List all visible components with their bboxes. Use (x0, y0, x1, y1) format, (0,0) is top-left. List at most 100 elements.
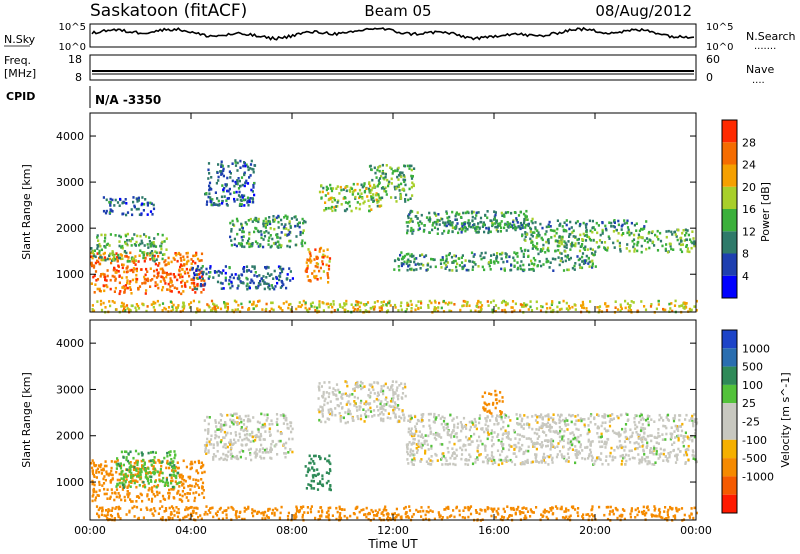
scatter-cell (388, 180, 391, 184)
scatter-cell (249, 174, 252, 177)
scatter-cell (243, 161, 246, 164)
scatter-cell (410, 185, 413, 189)
scatter-cell (243, 173, 246, 177)
scatter-cell (135, 309, 138, 312)
scatter-cell (556, 239, 559, 243)
scatter-cell (572, 437, 575, 441)
scatter-cell (279, 432, 283, 436)
scatter-cell (244, 164, 247, 168)
scatter-cell (135, 303, 138, 306)
scatter-cell (633, 242, 636, 246)
scatter-cell (135, 267, 138, 271)
scatter-cell (276, 423, 279, 426)
scatter-cell (148, 239, 151, 243)
scatter-cell (106, 285, 109, 289)
scatter-cell (242, 450, 245, 453)
scatter-cell (501, 251, 504, 255)
scatter-cell (531, 443, 535, 446)
scatter-cell (613, 221, 616, 224)
scatter-cell (289, 224, 292, 228)
scatter-cell (538, 260, 541, 263)
scatter-cell (679, 425, 682, 428)
scatter-cell (96, 247, 99, 250)
scatter-cell (144, 469, 147, 473)
scatter-cell (269, 245, 272, 249)
scatter-cell (337, 388, 340, 392)
scatter-cell (523, 435, 526, 438)
scatter-cell (163, 271, 166, 275)
scatter-cell (415, 422, 418, 425)
scatter-cell (307, 467, 310, 470)
scatter-cell (591, 230, 594, 234)
scatter-cell (113, 301, 116, 304)
scatter-cell (534, 456, 537, 460)
scatter-cell (586, 235, 589, 238)
scatter-cell (468, 304, 471, 307)
scatter-cell (260, 457, 263, 460)
scatter-cell (503, 226, 506, 230)
scatter-cell (382, 389, 385, 393)
scatter-cell (550, 236, 553, 239)
scatter-cell (332, 303, 335, 306)
scatter-cell (221, 164, 224, 168)
scatter-cell (684, 461, 687, 464)
scatter-cell (132, 267, 135, 270)
scatter-cell (519, 210, 522, 214)
scatter-cell (486, 453, 489, 457)
scatter-cell (90, 261, 93, 265)
scatter-cell (135, 469, 138, 472)
scatter-cell (243, 204, 246, 207)
scatter-cell (190, 266, 193, 270)
scatter-cell (379, 390, 382, 393)
scatter-cell (469, 425, 472, 429)
scatter-cell (642, 227, 645, 230)
scatter-cell (270, 301, 273, 305)
scatter-cell (505, 432, 508, 435)
scatter-cell (363, 385, 366, 388)
scatter-cell (343, 304, 346, 307)
scatter-cell (242, 419, 245, 422)
scatter-cell (121, 483, 125, 487)
scatter-cell (500, 211, 503, 215)
scatter-cell (240, 242, 243, 246)
scatter-cell (338, 391, 341, 394)
scatter-cell (403, 416, 406, 419)
scatter-cell (100, 273, 103, 276)
scatter-cell (412, 254, 415, 258)
scatter-cell (397, 397, 400, 401)
scatter-cell (368, 189, 371, 192)
scatter-cell (198, 461, 201, 465)
scatter-cell (581, 260, 584, 263)
scatter-cell (307, 483, 310, 486)
scatter-cell (204, 450, 207, 453)
scatter-cell (581, 255, 584, 259)
scatter-cell (109, 233, 112, 236)
scatter-cell (247, 269, 250, 272)
scatter-cell (442, 426, 445, 429)
scatter-cell (97, 494, 100, 497)
scatter-cell (231, 421, 234, 424)
scatter-cell (590, 454, 593, 458)
scatter-cell (268, 423, 271, 426)
scatter-cell (234, 161, 237, 164)
scatter-cell (112, 268, 115, 272)
scatter-cell (329, 400, 332, 403)
scatter-cell (592, 253, 596, 257)
scatter-cell (353, 400, 356, 403)
scatter-cell (331, 200, 334, 204)
scatter-cell (170, 476, 173, 480)
scatter-cell (325, 263, 328, 267)
scatter-cell (210, 200, 213, 204)
noise-search-dots: ....... (754, 41, 776, 52)
scatter-cell (364, 309, 367, 312)
scatter-cell (429, 265, 432, 269)
scatter-cell (100, 308, 104, 312)
scatter-cell (93, 475, 96, 478)
scatter-cell (388, 299, 391, 303)
scatter-cell (276, 417, 279, 421)
scatter-cell (406, 260, 409, 264)
scatter-cell (499, 252, 502, 256)
scatter-cell (221, 282, 224, 285)
scatter-cell (287, 303, 291, 306)
scatter-cell (464, 448, 467, 452)
